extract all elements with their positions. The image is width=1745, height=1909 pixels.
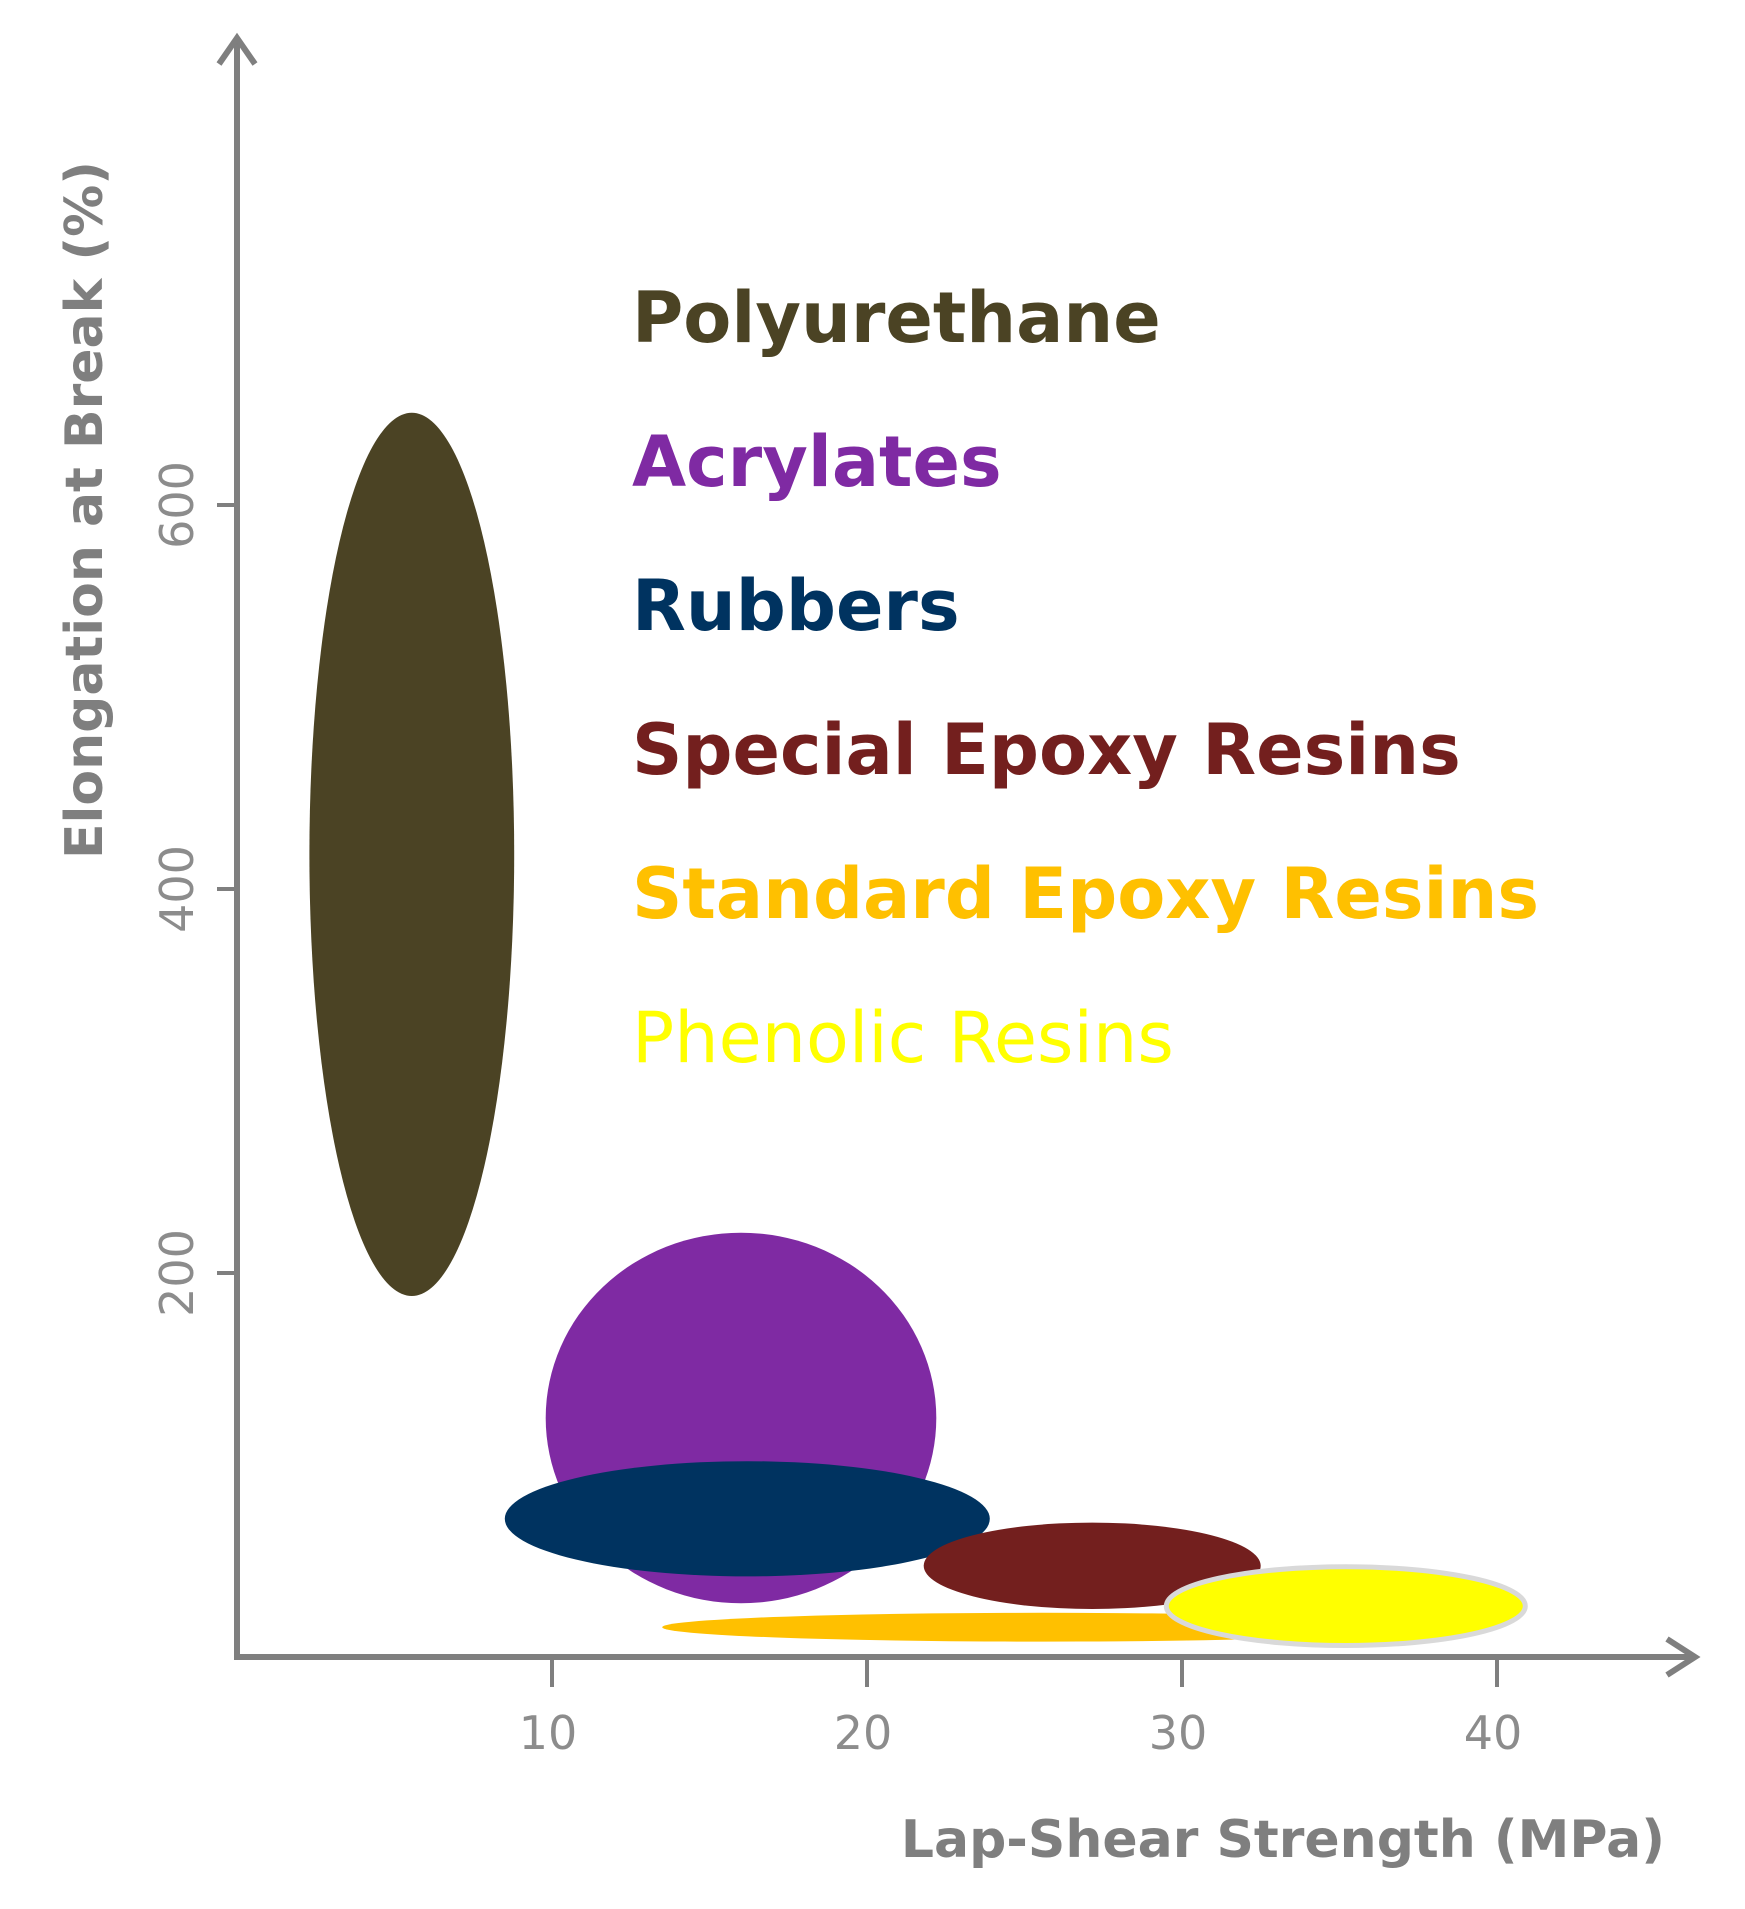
region-polyurethane xyxy=(309,412,515,1296)
legend-label-polyurethane: Polyurethane xyxy=(632,277,1161,359)
legend-label-acrylates: Acrylates xyxy=(632,421,1002,503)
y-tick-label: 400 xyxy=(150,845,204,933)
region-phenolic-resins xyxy=(1163,1564,1528,1648)
x-ticks: 10 20 30 40 xyxy=(519,1657,1523,1760)
x-axis-arrowhead xyxy=(1665,1636,1701,1678)
x-axis-title: Lap-Shear Strength (MPa) xyxy=(901,1810,1665,1870)
region-rubbers xyxy=(504,1461,990,1577)
legend-label-standard-epoxy-resins: Standard Epoxy Resins xyxy=(632,853,1539,935)
region-special-epoxy-resins xyxy=(923,1522,1261,1610)
x-tick-label: 20 xyxy=(834,1706,893,1760)
y-axis-title: Elongation at Break (%) xyxy=(55,161,115,859)
legend: Polyurethane Acrylates Rubbers Special Epox… xyxy=(632,277,1539,1079)
y-axis-arrowhead xyxy=(216,32,258,66)
legend-label-special-epoxy-resins: Special Epoxy Resins xyxy=(632,709,1461,791)
axes: 10 20 30 40 200 400 600 xyxy=(150,32,1701,1760)
y-tick-label: 600 xyxy=(150,461,204,549)
legend-label-rubbers: Rubbers xyxy=(632,565,960,647)
legend-label-phenolic-resins: Phenolic Resins xyxy=(632,997,1174,1079)
x-tick-label: 30 xyxy=(1149,1706,1208,1760)
data-regions xyxy=(309,412,1528,1648)
x-tick-label: 10 xyxy=(519,1706,578,1760)
y-tick-label: 200 xyxy=(150,1229,204,1317)
y-ticks: 200 400 600 xyxy=(150,461,237,1317)
x-tick-label: 40 xyxy=(1464,1706,1523,1760)
